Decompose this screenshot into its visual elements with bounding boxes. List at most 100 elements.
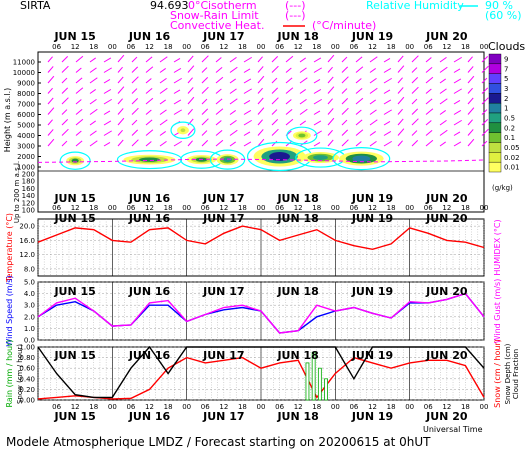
wind-arrow: [159, 140, 167, 147]
wind-arrow: [411, 140, 419, 147]
wind-arrow: [89, 98, 97, 105]
hour-label-clouds: 00: [331, 204, 340, 212]
wind-arrow: [159, 109, 167, 115]
rain-bar: [324, 378, 328, 401]
wind-arrow: [173, 109, 182, 115]
wind-arrow: [271, 128, 279, 136]
wind-arrow: [481, 97, 489, 105]
hour-label-clouds: 18: [461, 204, 470, 212]
wind-arrow: [257, 129, 264, 136]
wind-arrow: [327, 86, 335, 94]
wind-arrow: [383, 67, 392, 73]
wind-arrow: [243, 119, 252, 126]
wind-arrow: [285, 108, 293, 115]
station-coords: 94.693: [150, 0, 189, 12]
day-label-wind: JUN 15: [53, 285, 95, 298]
y-tick: 12.0: [19, 251, 35, 259]
wind-arrow: [243, 88, 252, 94]
hour-label-clouds: 06: [201, 204, 210, 212]
wind-arrow: [327, 98, 333, 105]
day-label-rain: JUN 19: [351, 349, 393, 362]
wind-arrow: [257, 107, 265, 115]
wind-arrow: [453, 88, 462, 94]
wind-arrow: [369, 109, 377, 115]
wind-arrow: [201, 55, 209, 63]
wind-arrow: [411, 118, 419, 126]
footer-caption: Modele Atmospherique LMDZ / Forecast sta…: [6, 435, 431, 449]
hour-label-top: 12: [294, 43, 303, 51]
hour-label-bottom: 12: [368, 403, 377, 411]
y-tick: 0.80: [19, 354, 35, 362]
colorbar-swatch: [488, 102, 502, 114]
wind-arrow: [131, 56, 138, 63]
cloud-blob-core: [298, 133, 306, 138]
wind-arrow: [285, 118, 294, 126]
cloud-fraction-label: Cloud Fraction: [512, 349, 520, 399]
wind-arrow: [117, 76, 124, 84]
hour-label-clouds: 06: [424, 204, 433, 212]
wind-arrow: [313, 110, 321, 115]
wind-arrow: [411, 98, 418, 105]
wind-arrow: [103, 98, 112, 105]
wind-arrow: [313, 88, 322, 94]
height-tick: 3000: [17, 143, 35, 151]
colorbar-tick: 9: [504, 55, 508, 63]
wind-arrow: [187, 55, 194, 63]
wind-arrow: [313, 120, 322, 126]
day-label-wind: JUN 16: [128, 285, 171, 298]
day-label-rain: JUN 18: [276, 349, 318, 362]
height-axis-label: Height (m a.s.l.): [3, 88, 12, 153]
wind-arrow: [61, 109, 68, 115]
wind-arrow: [425, 129, 433, 136]
colorbar-tick: 0.2: [504, 124, 515, 132]
wind-arrow: [341, 98, 349, 105]
hour-label-top: 00: [405, 43, 414, 51]
wind-arrow: [425, 120, 432, 126]
wind-arrow: [257, 87, 263, 94]
wind-arrow: [327, 66, 333, 73]
hour-label-top: 18: [312, 43, 321, 51]
wind-arrow: [173, 57, 181, 63]
y-tick: 1.0: [24, 325, 35, 333]
colorbar-tick: 0.1: [504, 134, 515, 142]
wind-arrow: [397, 140, 403, 147]
day-label-temp: JUN 19: [351, 212, 393, 225]
wind-arrow: [75, 87, 84, 94]
wind-arrow: [89, 67, 97, 73]
wind-arrow: [187, 77, 193, 84]
height-tick: 11000: [13, 59, 35, 67]
wind-arrow: [299, 57, 306, 63]
hour-label-clouds: 00: [405, 204, 414, 212]
hour-label-bottom: 00: [405, 403, 414, 411]
day-label-top: JUN 19: [351, 30, 393, 43]
wind-arrow: [355, 78, 362, 84]
y-tick: 8.0: [24, 265, 35, 273]
wind-arrow: [411, 67, 418, 73]
wind-arrow: [47, 97, 54, 105]
height-tick: 7000: [17, 101, 35, 109]
wind-arrow: [453, 78, 462, 84]
wind-arrow: [257, 56, 263, 63]
wind-arrow: [425, 139, 434, 147]
hour-label-top: 06: [275, 43, 284, 51]
colorbar-swatch: [488, 83, 502, 94]
wind-arrow: [439, 78, 446, 84]
hour-label-bottom: 18: [164, 403, 173, 411]
hour-label-bottom: 00: [257, 403, 266, 411]
wind-arrow: [131, 98, 139, 105]
wind-arrow: [271, 77, 278, 84]
wind-arrow: [103, 120, 112, 126]
wind-arrow: [439, 88, 447, 94]
low-height-tick: 180: [22, 178, 35, 186]
wind-arrow: [243, 78, 252, 84]
wind-arrow: [159, 56, 168, 63]
colorbar-tick: 5: [504, 75, 508, 83]
series-line-cape: [37, 356, 485, 400]
wind-arrow: [383, 130, 392, 136]
wind-arrow: [453, 141, 462, 147]
wind-arrow: [173, 99, 182, 105]
colorbar-tick: 2: [504, 95, 508, 103]
wind-arrow: [467, 75, 475, 84]
hour-label-top: 12: [442, 43, 451, 51]
height-tick: 10000: [13, 69, 35, 77]
